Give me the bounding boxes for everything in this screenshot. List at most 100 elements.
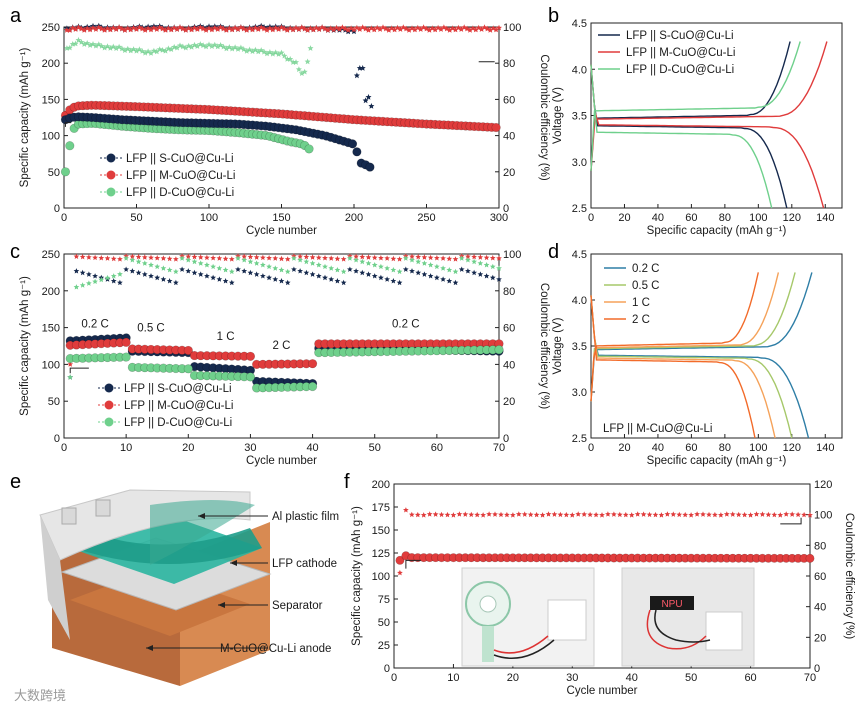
legend-label-0: 0.2 C [632,263,660,275]
ce-star [759,511,766,517]
ce-star-m [391,26,398,33]
ce-star [777,512,784,518]
ce-star-s [390,278,397,284]
wire-red [493,635,549,654]
y-tick-label: 3.0 [572,157,587,169]
x-tick-label: 0 [391,672,397,684]
ce-star-m [264,27,270,33]
x-tick-label: 250 [417,212,435,224]
ce-star-m [121,27,128,33]
ce-star-m [229,26,236,33]
ce-star [694,511,700,517]
ce-star-s [359,65,366,71]
ce-star [438,511,445,518]
ce-star-m [365,27,372,33]
pouch-cell-photo [705,611,743,651]
right-axis-arrow [780,517,802,525]
ce-star-dd [235,255,241,261]
y2-axis-label: Coulombic efficiency (%) [538,54,550,181]
ce-star-dd [92,278,98,284]
ce-star-m [260,254,266,261]
ce-star-m [483,254,490,261]
ce-star-m [194,26,201,32]
ce-star-m [182,27,189,33]
ce-star [735,511,742,518]
ce-star [622,511,629,518]
ce-star [593,511,599,518]
ce-star-dd [79,282,86,288]
ce-star-s [365,93,372,100]
charge-curve-0 [590,41,791,172]
ce-star-dd [307,45,314,51]
ce-star-s [371,273,378,279]
pouch-cell-photo [547,599,587,641]
ce-star-dd [301,68,308,75]
ce-star-dd [135,258,142,265]
capacity-point-m [491,122,501,133]
ce-star-m [377,26,384,32]
ce-star-dd [293,59,299,65]
charge-curve-1 [590,41,828,172]
x-axis-label: Specific capacity (mAh g⁻¹) [647,225,787,237]
ce-star-dd [496,265,502,271]
ce-star-s [154,274,161,281]
ce-star-m [295,26,302,32]
al-film-side [40,515,70,640]
ce-star-m [353,253,359,259]
ce-star-s [353,268,359,274]
ce-star-s [434,274,440,281]
ce-star-m [496,255,502,261]
ce-star [729,511,736,517]
ce-star [414,511,421,518]
y-tick-label: 0 [54,203,60,215]
ce-star-m [141,254,148,260]
ce-star-m [385,27,392,33]
ce-star-m [417,26,424,32]
ce-star-dd [458,255,465,261]
charge-curve-0 [590,272,813,402]
chart-f: 0 10 20 30 40 50 60 700255075100125150175200020… [351,479,855,697]
ce-star [480,512,486,518]
y2-tick-label: 100 [503,22,521,34]
y2-tick-label: 20 [503,167,515,179]
y2-axis-label: Coulombic efficiency (%) [538,283,550,410]
ce-star-dd [260,262,266,268]
ce-star [617,511,623,518]
x-tick-label: 40 [652,212,664,224]
ce-star-m [160,255,167,261]
fan-hub [479,595,497,613]
ce-star-s [477,271,484,277]
ce-star-dd [110,273,117,279]
legend-label-1: LFP || M-CuO@Cu-Li [626,47,735,59]
ce-star-m [356,26,363,32]
ce-star-m [489,255,496,261]
ce-star-m [477,254,484,260]
ce-star-dd [264,50,270,57]
led-board [650,596,694,610]
ce-star-dd [197,260,204,266]
ce-star [801,511,807,518]
y-tick-label: 3.0 [572,387,587,399]
rate-label-3: 2 C [273,340,291,352]
ce-star-dd [269,50,276,57]
capacity-point-dd [304,144,314,154]
ce-star-dd [334,267,341,273]
y-tick-label: 150 [372,525,390,537]
ce-star [723,511,730,517]
ce-star [420,512,427,518]
ce-star [551,511,558,517]
ce-star-m [214,26,221,32]
ce-star-m [340,256,347,262]
ce-star-dd [465,257,471,263]
ce-star-dd [173,268,179,275]
ce-star [468,511,475,518]
ce-star-m [438,26,444,32]
x-tick-label: 80 [719,212,731,224]
ce-star-dd [402,255,409,261]
y-tick-label: 250 [42,249,60,261]
ce-star-s [415,269,422,276]
ce-star-s [191,269,198,276]
ce-star-dd [208,43,215,49]
x-tick-label: 20 [182,442,194,454]
ce-star-s [322,274,328,281]
